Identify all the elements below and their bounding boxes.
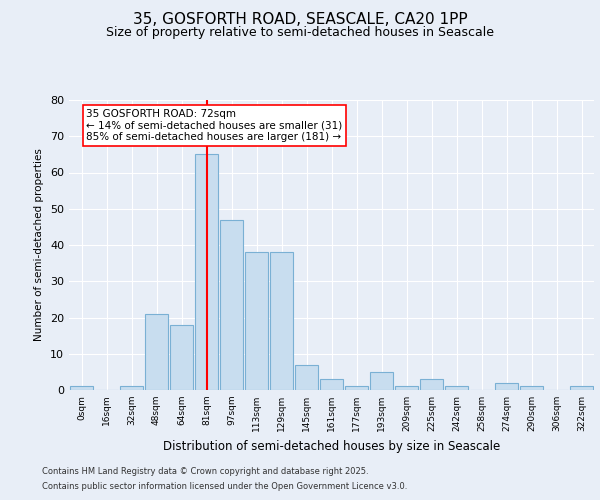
- Bar: [295, 364, 318, 390]
- Bar: [495, 383, 518, 390]
- Text: Contains public sector information licensed under the Open Government Licence v3: Contains public sector information licen…: [42, 482, 407, 491]
- Text: Size of property relative to semi-detached houses in Seascale: Size of property relative to semi-detach…: [106, 26, 494, 39]
- Bar: [270, 252, 293, 390]
- Bar: [570, 386, 593, 390]
- Bar: [145, 314, 168, 390]
- Bar: [220, 220, 243, 390]
- Bar: [520, 386, 543, 390]
- Text: 35 GOSFORTH ROAD: 72sqm
← 14% of semi-detached houses are smaller (31)
85% of se: 35 GOSFORTH ROAD: 72sqm ← 14% of semi-de…: [86, 109, 343, 142]
- Bar: [245, 252, 268, 390]
- Bar: [320, 379, 343, 390]
- Bar: [195, 154, 218, 390]
- Bar: [170, 325, 193, 390]
- Bar: [395, 386, 418, 390]
- Bar: [445, 386, 468, 390]
- Y-axis label: Number of semi-detached properties: Number of semi-detached properties: [34, 148, 44, 342]
- Text: 35, GOSFORTH ROAD, SEASCALE, CA20 1PP: 35, GOSFORTH ROAD, SEASCALE, CA20 1PP: [133, 12, 467, 28]
- Bar: [70, 386, 93, 390]
- Bar: [370, 372, 393, 390]
- Bar: [420, 379, 443, 390]
- X-axis label: Distribution of semi-detached houses by size in Seascale: Distribution of semi-detached houses by …: [163, 440, 500, 452]
- Bar: [120, 386, 143, 390]
- Bar: [345, 386, 368, 390]
- Text: Contains HM Land Registry data © Crown copyright and database right 2025.: Contains HM Land Registry data © Crown c…: [42, 467, 368, 476]
